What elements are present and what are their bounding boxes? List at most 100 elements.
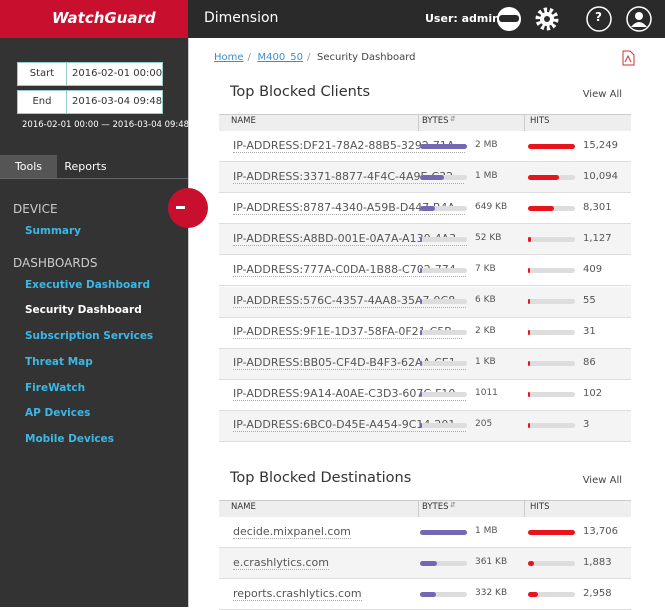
app-title: Dimension (204, 10, 278, 26)
breadcrumb-item[interactable]: Home (214, 52, 244, 63)
column-divider (524, 114, 525, 132)
view-all[interactable]: View All (583, 475, 622, 486)
bytes-label: 205 (475, 419, 492, 429)
tab[interactable]: Reports (57, 155, 114, 178)
nav-item[interactable]: Threat Map (25, 356, 93, 368)
bytes-label: 6 KB (475, 295, 496, 305)
bytes-label: 2 MB (475, 140, 498, 150)
nav-item[interactable]: Subscription Services (25, 330, 153, 342)
hits-label: 3 (583, 419, 589, 430)
hits-bar (528, 361, 530, 366)
bytes-bar (420, 592, 436, 597)
hits-track (528, 268, 575, 273)
column-divider (418, 114, 419, 132)
start-label: Start (17, 62, 67, 86)
hits-label: 10,094 (583, 171, 618, 182)
help-text: ? (595, 10, 602, 24)
collapse-minus (176, 206, 185, 209)
bytes-bar (420, 144, 467, 149)
column-divider (418, 500, 419, 518)
bytes-label: 2 KB (475, 326, 496, 336)
bytes-label: 1 MB (475, 526, 498, 536)
hits-bar (528, 175, 559, 180)
sort-icon: ⇵ (450, 501, 456, 509)
hits-bar (528, 592, 538, 597)
tab[interactable]: Tools (0, 155, 57, 178)
header-icons (490, 4, 665, 36)
bytes-bar (420, 175, 444, 180)
hits-bar (528, 392, 530, 397)
user: User: admin (425, 12, 500, 25)
hits-label: 8,301 (583, 202, 612, 213)
section-title: DEVICE (13, 202, 58, 216)
settings-icon[interactable] (538, 10, 556, 28)
column-header: NAME (231, 116, 256, 126)
hits-bar (528, 423, 530, 428)
bytes-bar (420, 237, 422, 242)
nav-item[interactable]: Executive Dashboard (25, 279, 150, 291)
bytes-bar (420, 361, 422, 366)
bytes-bar (420, 330, 422, 335)
column-header[interactable]: HITS (530, 502, 550, 512)
bytes-track (420, 237, 467, 242)
pdf-icon[interactable] (620, 50, 636, 66)
nav-item[interactable]: Security Dashboard (25, 304, 142, 316)
bytes-track (420, 299, 467, 304)
bytes-label: 649 KB (475, 202, 507, 212)
bytes-bar (420, 268, 422, 273)
column-header[interactable]: BYTES (422, 116, 449, 126)
hits-label: 1,127 (583, 233, 612, 244)
bytes-bar (420, 530, 467, 535)
bytes-track (420, 423, 467, 428)
hits-track (528, 361, 575, 366)
hits-bar (528, 561, 534, 566)
nav-item[interactable]: Mobile Devices (25, 433, 114, 445)
hits-track (528, 561, 575, 566)
nav-item[interactable]: AP Devices (25, 407, 90, 419)
hits-bar (528, 299, 530, 304)
bytes-label: 1 KB (475, 357, 496, 367)
row-name[interactable]: decide.mixpanel.com (233, 525, 351, 539)
hits-label: 31 (583, 326, 596, 337)
end-value[interactable]: 2016-03-04 09:48 (66, 90, 163, 114)
column-header[interactable]: HITS (530, 116, 550, 126)
bytes-bar (420, 561, 437, 566)
hits-label: 102 (583, 388, 602, 399)
bytes-track (420, 361, 467, 366)
separator: / (307, 52, 310, 63)
view-all[interactable]: View All (583, 89, 622, 100)
column-header[interactable]: BYTES (422, 502, 449, 512)
separator: / (248, 52, 251, 63)
hits-bar (528, 144, 575, 149)
bytes-label: 1011 (475, 388, 498, 398)
collapse-button[interactable] (168, 188, 208, 228)
end-label: End (17, 90, 67, 114)
sort-icon: ⇵ (450, 115, 456, 123)
nav-item[interactable]: FireWatch (25, 382, 85, 394)
hits-label: 1,883 (583, 557, 612, 568)
hits-bar (528, 530, 575, 535)
hits-label: 13,706 (583, 526, 618, 537)
hits-track (528, 392, 575, 397)
column-header: NAME (231, 502, 256, 512)
row-name[interactable]: e.crashlytics.com (233, 556, 329, 570)
bytes-label: 1 MB (475, 171, 498, 181)
nav-item[interactable]: Summary (25, 225, 81, 237)
hits-track (528, 330, 575, 335)
breadcrumb-item[interactable]: M400_50 (258, 52, 303, 63)
hits-label: 2,958 (583, 588, 612, 599)
column-divider (524, 500, 525, 518)
range-summary: 2016-02-01 00:00 — 2016-03-04 09:48 (22, 120, 189, 130)
bytes-bar (420, 299, 422, 304)
bytes-track (420, 268, 467, 273)
bytes-track (420, 392, 467, 397)
table-title: Top Blocked Clients (230, 84, 370, 100)
bytes-bar (420, 392, 422, 397)
bytes-bar (420, 206, 435, 211)
hits-bar (528, 330, 530, 335)
section-title: DASHBOARDS (13, 256, 98, 270)
start-value[interactable]: 2016-02-01 00:00 (66, 62, 163, 86)
hits-label: 55 (583, 295, 596, 306)
row-name[interactable]: reports.crashlytics.com (233, 587, 362, 601)
